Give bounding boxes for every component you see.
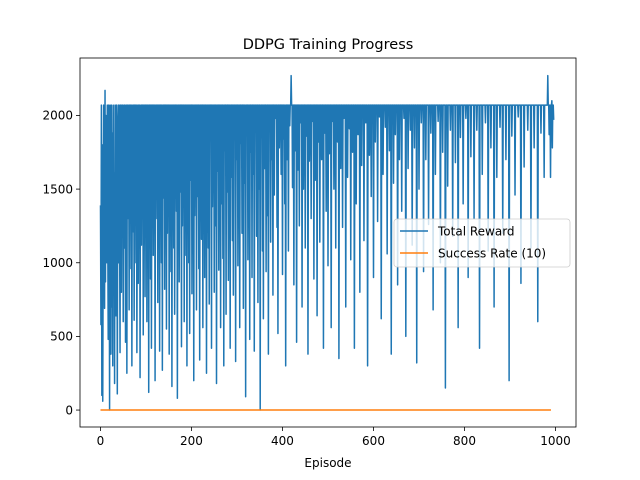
x-tick-label: 0 <box>97 434 105 448</box>
legend-label-success-rate: Success Rate (10) <box>438 247 546 261</box>
x-tick-label: 1000 <box>540 434 571 448</box>
y-tick-label: 2000 <box>42 109 73 123</box>
y-tick-label: 0 <box>65 403 73 417</box>
x-tick-label: 600 <box>362 434 385 448</box>
series-line-total-reward <box>99 74 555 411</box>
legend: Total Reward Success Rate (10) <box>393 218 571 268</box>
legend-box <box>393 218 571 268</box>
y-tick-label: 1500 <box>42 182 73 196</box>
x-tick-label: 400 <box>271 434 294 448</box>
y-tick-label: 1000 <box>42 256 73 270</box>
plot-frame <box>79 57 577 428</box>
x-tick-label: 800 <box>453 434 476 448</box>
series-layer <box>99 74 555 411</box>
x-axis: 0 200 400 600 800 1000 <box>97 427 571 448</box>
y-tick-label: 500 <box>50 330 73 344</box>
x-tick-label: 200 <box>180 434 203 448</box>
legend-label-total-reward: Total Reward <box>437 225 515 239</box>
y-axis: 0 500 1000 1500 2000 <box>42 109 80 417</box>
x-axis-label: Episode <box>304 456 351 470</box>
chart-title: DDPG Training Progress <box>243 37 414 53</box>
